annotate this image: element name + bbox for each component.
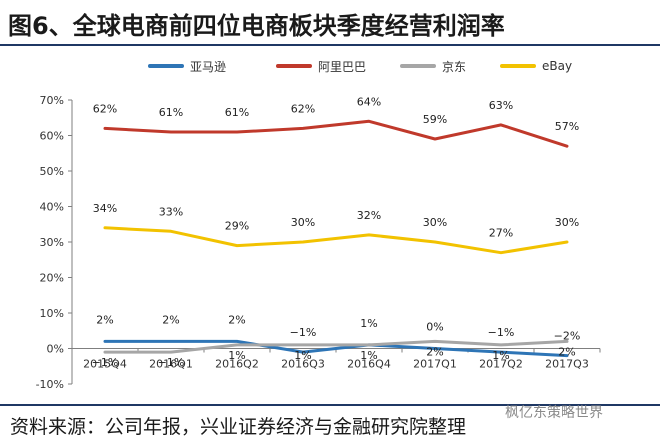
x-tick-label: 2016Q4 (347, 358, 391, 371)
data-label: 62% (93, 102, 117, 115)
x-tick-label: 2016Q2 (215, 358, 259, 371)
data-label: −1% (290, 326, 317, 339)
data-label: 1% (228, 349, 245, 362)
data-label: 33% (159, 205, 183, 218)
data-label: 64% (357, 95, 381, 108)
legend-swatch (276, 64, 312, 68)
data-label: 62% (291, 102, 315, 115)
legend-item: 阿里巴巴 (276, 56, 366, 76)
legend-swatch (500, 64, 536, 68)
x-tick-label: 2015Q4 (83, 358, 127, 371)
data-label: 29% (225, 220, 249, 233)
data-label: 2% (162, 313, 179, 326)
data-label: 1% (360, 349, 377, 362)
legend-item: eBay (500, 56, 572, 76)
series-line-2 (103, 119, 569, 148)
data-label: 30% (555, 216, 579, 229)
legend-label: 京东 (442, 59, 467, 74)
data-label: 32% (357, 209, 381, 222)
x-tick-label: 2017Q1 (413, 358, 457, 371)
y-tick-label: 0% (47, 343, 64, 356)
chart-area: -10% 0% 10% 20% 30% 40% 50% 60% 70% 2015Q4 2016Q1 2… (0, 46, 660, 404)
y-tick-label: 40% (40, 201, 64, 214)
data-label: 2% (228, 313, 245, 326)
title-bar: 图6、全球电商前四位电商板块季度经营利润率 (0, 0, 660, 46)
data-label: 0% (426, 321, 443, 334)
y-tick-label: 30% (40, 236, 64, 249)
legend-label: 阿里巴巴 (318, 59, 367, 74)
chart-legend: 亚马逊 阿里巴巴 京东 eBay (0, 56, 660, 76)
series-line-3 (103, 339, 569, 354)
data-label: 1% (294, 349, 311, 362)
data-label: 30% (423, 216, 447, 229)
legend-swatch (400, 64, 436, 68)
legend-label: eBay (542, 59, 573, 73)
data-label: 2% (96, 313, 113, 326)
source-bar: 资料来源：公司年报，兴业证券经济与金融研究院整理 (0, 404, 660, 444)
y-tick-label: 20% (40, 272, 64, 285)
x-tick-label: 2016Q1 (149, 358, 193, 371)
data-label: 1% (360, 317, 377, 330)
data-label: 34% (93, 202, 117, 215)
legend-label: 亚马逊 (190, 59, 227, 74)
y-tick-label: 60% (40, 130, 64, 143)
series-line-1 (103, 339, 569, 358)
legend-item: 京东 (400, 56, 466, 76)
data-label: 63% (489, 99, 513, 112)
data-label: 57% (555, 120, 579, 133)
x-tick-label: 2017Q3 (545, 358, 589, 371)
y-tick-label: -10% (36, 378, 64, 391)
y-tick-label: 50% (40, 165, 64, 178)
data-label: −2% (554, 330, 581, 343)
watermark: 枫亿东策略世界 (505, 405, 603, 421)
data-label: 2% (426, 345, 443, 358)
legend-item: 亚马逊 (148, 56, 226, 76)
data-label: 61% (159, 106, 183, 119)
series-line-4 (103, 226, 569, 255)
x-tick-label: 2016Q3 (281, 358, 325, 371)
data-label: 27% (489, 227, 513, 240)
data-label: 61% (225, 106, 249, 119)
page-title: 图6、全球电商前四位电商板块季度经营利润率 (8, 12, 505, 40)
data-label: −1% (488, 326, 515, 339)
data-label: 30% (291, 216, 315, 229)
y-tick-label: 70% (40, 94, 64, 107)
y-tick-label: 10% (40, 307, 64, 320)
data-label: −1% (92, 356, 119, 369)
x-tick-label: 2017Q2 (479, 358, 523, 371)
data-label: 2% (558, 345, 575, 358)
data-label: 59% (423, 113, 447, 126)
legend-swatch (148, 64, 184, 68)
source-note: 资料来源：公司年报，兴业证券经济与金融研究院整理 (10, 416, 467, 438)
data-label: −1% (158, 356, 185, 369)
data-label: 1% (492, 349, 509, 362)
line-chart: -10% 0% 10% 20% 30% 40% 50% 60% 70% 2015Q4 2016Q1 2… (36, 94, 601, 391)
